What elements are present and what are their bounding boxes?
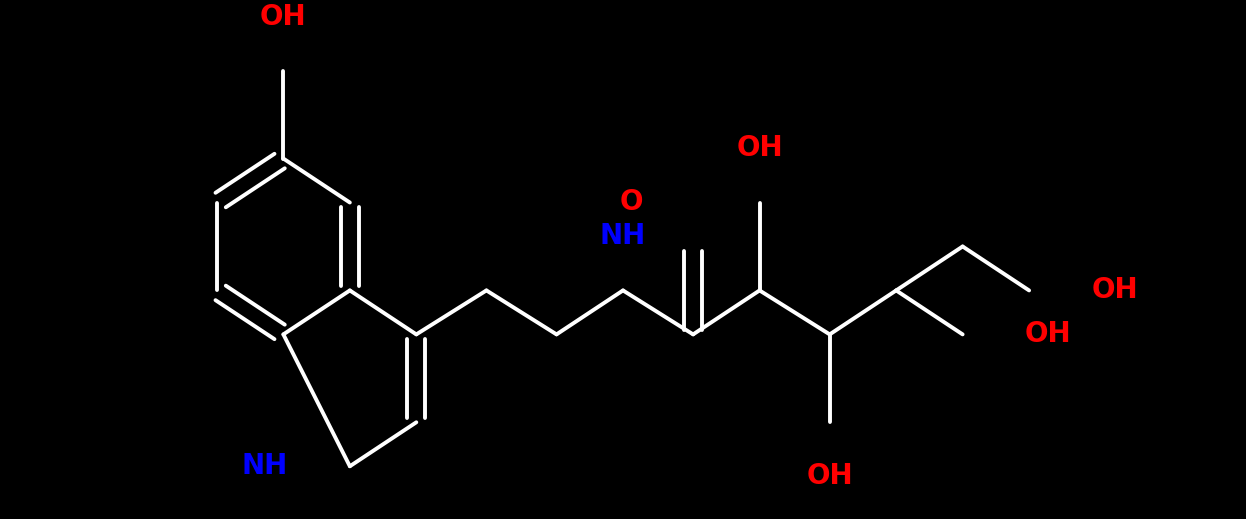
Text: NH: NH <box>599 222 647 250</box>
Text: OH: OH <box>736 134 782 162</box>
Text: O: O <box>619 188 643 216</box>
Text: OH: OH <box>806 462 854 490</box>
Text: OH: OH <box>1025 320 1072 348</box>
Text: NH: NH <box>242 452 288 480</box>
Text: OH: OH <box>260 3 307 31</box>
Text: OH: OH <box>1091 277 1138 305</box>
